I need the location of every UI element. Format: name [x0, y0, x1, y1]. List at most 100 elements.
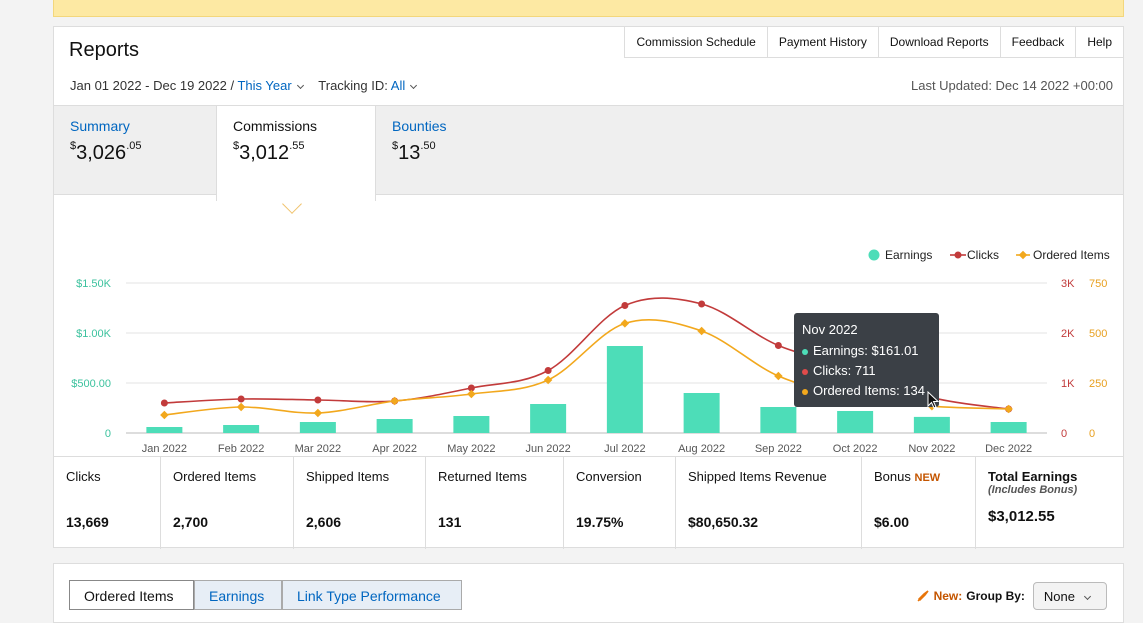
- x-tick-label: May 2022: [447, 443, 495, 455]
- stat-returned-items: Returned Items 131: [426, 457, 564, 549]
- x-tick-label: Jun 2022: [525, 443, 570, 455]
- y-right-clicks-tick-label: 2K: [1061, 328, 1075, 340]
- earnings-bar: [376, 419, 413, 433]
- tab-amount: $3,012.55: [233, 140, 305, 164]
- earnings-bar: [606, 346, 643, 433]
- clicks-point: [314, 396, 322, 404]
- stat-value: 13,669: [66, 514, 109, 530]
- y-left-tick-label: $500.00: [71, 378, 111, 390]
- top-links: Commission Schedule Payment History Down…: [624, 26, 1124, 58]
- stat-value: $3,012.55: [988, 508, 1055, 525]
- date-filter-row: Jan 01 2022 - Dec 19 2022 / This Year Tr…: [70, 78, 422, 93]
- ordered-items-point: [467, 389, 476, 399]
- legend-ordered-label: Ordered Items: [1033, 248, 1110, 262]
- tracking-label: Tracking ID:: [318, 78, 388, 93]
- stat-value: 19.75%: [576, 514, 624, 530]
- y-right-ordered-tick-label: 250: [1089, 378, 1107, 390]
- clicks-point: [544, 367, 552, 374]
- tab-commissions[interactable]: Commissions $3,012.55: [216, 106, 376, 201]
- new-badge: NEW: [914, 472, 941, 484]
- earnings-bar: [913, 416, 950, 433]
- stat-value: 2,606: [306, 514, 342, 530]
- range-dropdown[interactable]: This Year: [237, 78, 292, 93]
- tab-earnings[interactable]: Earnings: [194, 580, 282, 610]
- stat-shipped-revenue: Shipped Items Revenue $80,650.32: [676, 457, 862, 549]
- clicks-point: [774, 342, 782, 349]
- tab-ordered-items[interactable]: Ordered Items: [69, 580, 194, 610]
- ordered-items-point: [543, 375, 553, 385]
- ordered-items-point: [390, 396, 399, 406]
- clicks-point: [237, 395, 245, 403]
- y-right-ordered-tick-label: 500: [1089, 328, 1107, 340]
- tracking-dropdown[interactable]: All: [390, 78, 406, 93]
- x-tick-label: Jul 2022: [604, 443, 646, 455]
- x-tick-label: Sep 2022: [755, 443, 802, 455]
- ordered-items-point: [620, 319, 630, 328]
- y-right-ordered-tick-label: 750: [1089, 278, 1107, 290]
- x-tick-label: Aug 2022: [678, 443, 725, 455]
- ordered-items-point: [313, 408, 323, 418]
- page-title: Reports: [69, 39, 140, 61]
- help-link[interactable]: Help: [1075, 26, 1124, 58]
- tooltip-ordered: Ordered Items: 134: [802, 381, 931, 401]
- chart-tooltip: Nov 2022 Earnings: $161.01 Clicks: 711 O…: [794, 313, 939, 407]
- ordered-items-point: [160, 410, 169, 420]
- x-tick-label: Dec 2022: [985, 443, 1032, 455]
- y-left-tick-label: $1.00K: [76, 328, 112, 340]
- chevron-down-icon: [296, 81, 304, 90]
- chevron-down-icon: [1083, 592, 1092, 601]
- stat-conversion: Conversion 19.75%: [564, 457, 676, 549]
- legend-clicks-label: Clicks: [967, 248, 999, 262]
- group-by-select[interactable]: None: [1032, 582, 1107, 610]
- tab-link-type-performance[interactable]: Link Type Performance: [282, 580, 462, 610]
- earnings-bar: [453, 416, 490, 433]
- clicks-point: [621, 302, 629, 309]
- payment-history-link[interactable]: Payment History: [766, 26, 879, 58]
- x-tick-label: Nov 2022: [908, 443, 955, 455]
- feedback-link[interactable]: Feedback: [999, 26, 1077, 58]
- group-by-control: New: Group By: None: [916, 582, 1107, 610]
- y-right-ordered-tick-label: 0: [1089, 428, 1095, 440]
- clicks-point: [698, 300, 706, 308]
- ordered-items-point: [774, 371, 783, 381]
- stat-value: $6.00: [874, 514, 910, 530]
- ordered-items-point: [697, 326, 706, 336]
- y-left-tick-label: 0: [105, 428, 111, 440]
- stat-label: Shipped Items: [306, 469, 390, 484]
- stat-label: Shipped Items Revenue: [688, 469, 827, 484]
- x-tick-label: Feb 2022: [218, 443, 264, 455]
- download-reports-link[interactable]: Download Reports: [877, 26, 1001, 58]
- chevron-down-icon: [410, 81, 418, 90]
- stat-label: Returned Items: [438, 469, 527, 484]
- stat-value: 2,700: [173, 514, 209, 530]
- stat-label: Bonus NEW: [874, 469, 941, 484]
- y-right-clicks-tick-label: 0: [1061, 428, 1067, 440]
- clicks-point: [467, 384, 475, 392]
- tab-summary[interactable]: Summary $3,026.05: [54, 106, 216, 196]
- tab-bounties[interactable]: Bounties $13.50: [376, 106, 516, 196]
- stat-label: Clicks: [66, 469, 101, 484]
- legend-earnings-label: Earnings: [885, 248, 932, 262]
- stat-shipped-items: Shipped Items 2,606: [294, 457, 426, 549]
- date-range: Jan 01 2022 - Dec 19 2022 /: [70, 78, 235, 93]
- stat-ordered-items: Ordered Items 2,700: [161, 457, 294, 549]
- x-tick-label: Apr 2022: [372, 443, 417, 455]
- tooltip-earnings: Earnings: $161.01: [802, 341, 931, 361]
- earnings-bar: [683, 393, 720, 433]
- commission-schedule-link[interactable]: Commission Schedule: [624, 26, 768, 58]
- stat-bonus: Bonus NEW $6.00: [862, 457, 976, 549]
- x-tick-label: Oct 2022: [833, 443, 878, 455]
- stat-label: Conversion: [576, 469, 642, 484]
- stats-row: Clicks 13,669 Ordered Items 2,700 Shippe…: [54, 456, 1123, 549]
- stat-label: Ordered Items: [173, 469, 257, 484]
- x-tick-label: Jan 2022: [142, 443, 187, 455]
- stat-total-earnings: Total Earnings (Includes Bonus) $3,012.5…: [976, 457, 1123, 549]
- earnings-bar: [299, 422, 336, 433]
- stat-value: 131: [438, 514, 462, 530]
- earnings-chart: $1.50K 3K 750 $1.00K 2K 500 $500.00 1K 250 0 0 0 Jan…: [54, 215, 1123, 455]
- ordered-items-point: [236, 402, 246, 412]
- chart-svg: $1.50K 3K 750 $1.00K 2K 500 $500.00 1K 250 0 0 0 Jan…: [71, 248, 1110, 455]
- last-updated: Last Updated: Dec 14 2022 +00:00: [910, 78, 1113, 93]
- ordered-items-point: [1004, 404, 1013, 414]
- earnings-bar: [837, 411, 874, 433]
